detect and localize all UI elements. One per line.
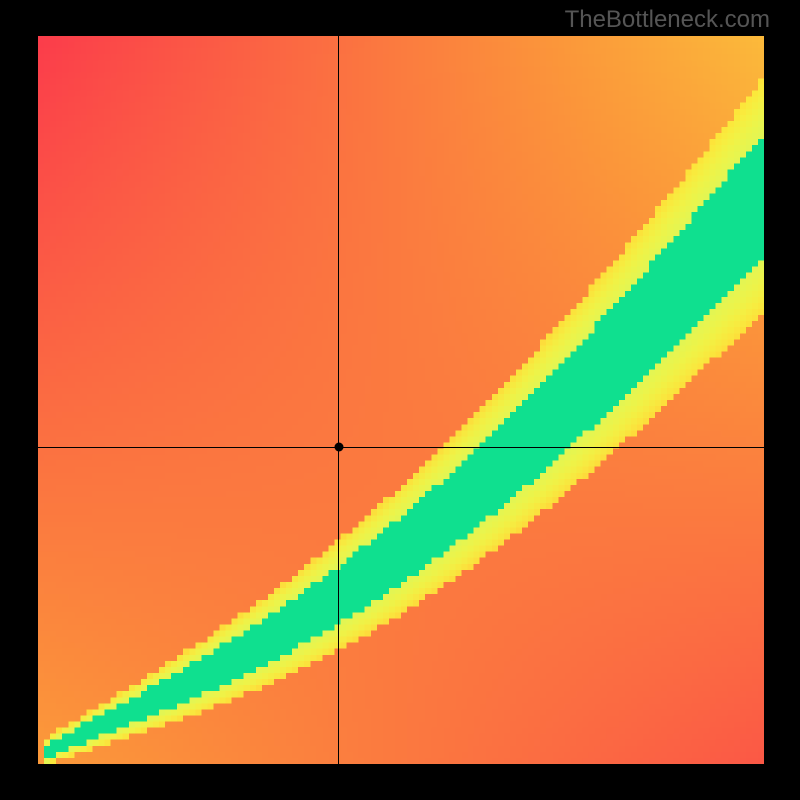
watermark-text: TheBottleneck.com: [565, 6, 770, 34]
crosshair-vertical: [338, 36, 339, 764]
crosshair-horizontal: [38, 447, 764, 448]
data-point: [334, 443, 343, 452]
heatmap-plot: [38, 36, 764, 764]
chart-container: { "watermark": { "text": "TheBottleneck.…: [0, 0, 800, 800]
